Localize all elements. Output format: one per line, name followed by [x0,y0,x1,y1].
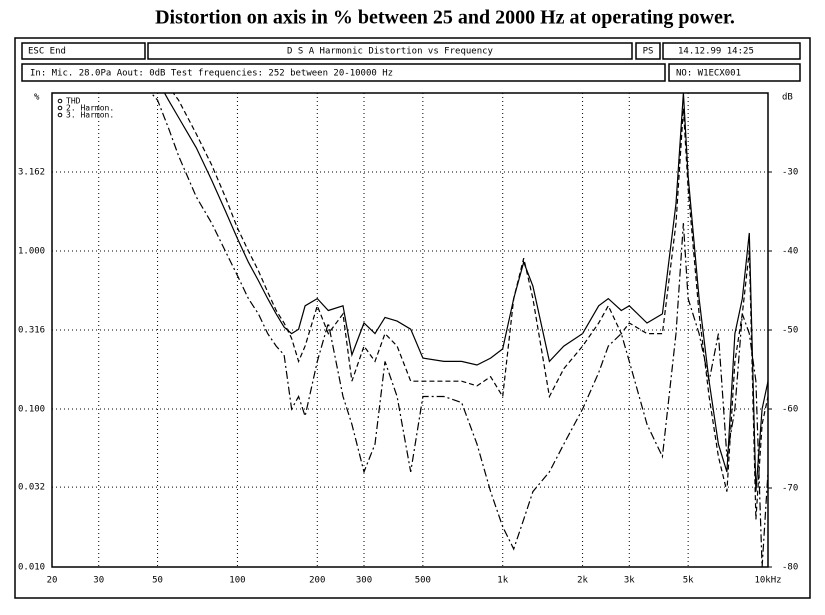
y-tick-label: 0.032 [18,483,45,493]
x-tick-label: 100 [229,576,245,586]
legend-label: 2. Harmon. [66,104,114,113]
ps-box[interactable] [635,42,661,60]
y-tick-label: 0.100 [18,405,45,415]
y-axis-label: % [34,93,40,103]
x-tick-label: 1k [497,576,508,586]
y-tick-label: 0.316 [18,326,45,336]
legend-marker [57,105,63,111]
x-tick-label: 300 [356,576,372,586]
number: NO: W1ECX001 [676,69,741,79]
esc-box[interactable] [21,42,146,60]
y2-tick-label: -30 [782,168,798,178]
x-tick-label: 200 [309,576,325,586]
x-tick-label: 5k [683,576,694,586]
y2-axis-label: dB [782,93,793,103]
info: In: Mic. 28.0Pa Aout: 0dB Test frequenci… [30,69,393,79]
y2-tick-label: -40 [782,247,798,257]
date-box [662,42,801,60]
legend-marker [57,112,63,118]
x-tick-label: 30 [93,576,104,586]
x-tick-label: 10kHz [754,576,781,586]
series-line [172,93,768,520]
y-tick-label: 1.000 [18,247,45,257]
x-tick-label: 20 [47,576,58,586]
plot-lines [150,93,768,567]
esc-label: ESC End [28,47,66,57]
y2-tick-label: -60 [782,405,798,415]
legend-label: 3. Harmon. [66,111,114,120]
y2-tick-label: -70 [782,484,798,494]
x-tick-label: 2k [577,576,588,586]
legend-label: THD [66,97,81,106]
legend-marker [57,98,63,104]
ps-label: PS [643,47,654,57]
y2-tick-label: -50 [782,326,798,336]
series-line [163,93,768,492]
info-box [21,63,666,82]
title-box [147,42,633,60]
y-tick-label: 0.010 [18,563,45,573]
y-tick-label: 3.162 [18,168,45,178]
page-title: Distortion on axis in % between 25 and 2… [155,7,735,29]
date: 14.12.99 14:25 [678,47,754,57]
number-box [668,63,801,82]
x-tick-label: 500 [415,576,431,586]
window-frame [14,37,811,599]
y2-tick-label: -80 [782,563,798,573]
x-tick-label: 3k [624,576,635,586]
series-line [150,93,768,567]
app-title: D S A Harmonic Distortion vs Frequency [287,47,493,57]
x-tick-label: 50 [152,576,163,586]
